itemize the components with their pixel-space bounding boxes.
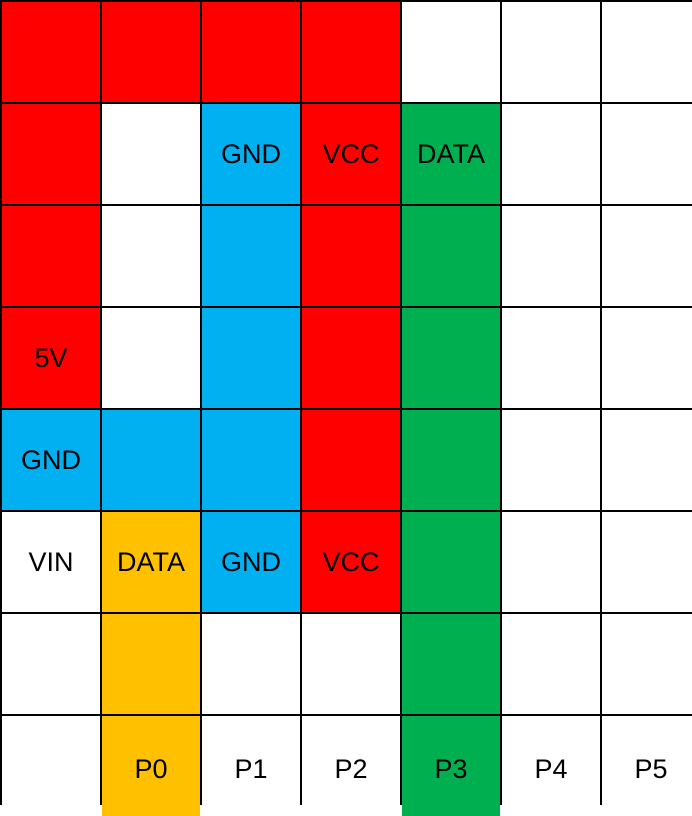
grid-cell-r1-c1 bbox=[102, 104, 200, 204]
grid-cell-r7-c2: P1 bbox=[202, 716, 300, 816]
grid-cell-r5-c3: VCC bbox=[302, 512, 400, 612]
grid-cell-r4-c6 bbox=[602, 410, 692, 510]
grid-cell-r7-c5: P4 bbox=[502, 716, 600, 816]
grid-cell-r0-c5 bbox=[502, 2, 600, 102]
grid-cell-r0-c6 bbox=[602, 2, 692, 102]
grid-cell-r3-c0: 5V bbox=[2, 308, 100, 408]
grid-cell-r3-c4 bbox=[402, 308, 500, 408]
grid-cell-r6-c6 bbox=[602, 614, 692, 714]
grid-cell-r2-c6 bbox=[602, 206, 692, 306]
grid-cell-r7-c0 bbox=[2, 716, 100, 816]
grid-cell-r1-c3: VCC bbox=[302, 104, 400, 204]
grid-cell-r7-c3: P2 bbox=[302, 716, 400, 816]
grid-cell-r5-c1: DATA bbox=[102, 512, 200, 612]
grid-cell-r7-c1: P0 bbox=[102, 716, 200, 816]
grid-cell-r4-c3 bbox=[302, 410, 400, 510]
grid-cell-r5-c0: VIN bbox=[2, 512, 100, 612]
grid-cell-r7-c6: P5 bbox=[602, 716, 692, 816]
grid-cell-r1-c5 bbox=[502, 104, 600, 204]
grid-cell-r1-c2: GND bbox=[202, 104, 300, 204]
grid-cell-r2-c5 bbox=[502, 206, 600, 306]
grid-cell-r4-c4 bbox=[402, 410, 500, 510]
grid-cell-r2-c4 bbox=[402, 206, 500, 306]
grid-cell-r1-c0 bbox=[2, 104, 100, 204]
grid-cell-r2-c2 bbox=[202, 206, 300, 306]
grid-cell-r6-c0 bbox=[2, 614, 100, 714]
grid-cell-r2-c0 bbox=[2, 206, 100, 306]
grid-cell-r3-c3 bbox=[302, 308, 400, 408]
grid-cell-r3-c2 bbox=[202, 308, 300, 408]
grid-cell-r5-c6 bbox=[602, 512, 692, 612]
grid-cell-r5-c2: GND bbox=[202, 512, 300, 612]
grid-cell-r6-c1 bbox=[102, 614, 200, 714]
grid-cell-r1-c4: DATA bbox=[402, 104, 500, 204]
grid-cell-r6-c3 bbox=[302, 614, 400, 714]
grid-cell-r0-c3 bbox=[302, 2, 400, 102]
grid-cell-r0-c2 bbox=[202, 2, 300, 102]
grid-cell-r3-c6 bbox=[602, 308, 692, 408]
grid-cell-r2-c3 bbox=[302, 206, 400, 306]
grid-cell-r6-c2 bbox=[202, 614, 300, 714]
grid-cell-r4-c2 bbox=[202, 410, 300, 510]
grid-cell-r4-c0: GND bbox=[2, 410, 100, 510]
grid-cell-r5-c4 bbox=[402, 512, 500, 612]
grid-cell-r4-c1 bbox=[102, 410, 200, 510]
grid-cell-r7-c4: P3 bbox=[402, 716, 500, 816]
grid-cell-r6-c5 bbox=[502, 614, 600, 714]
grid-cell-r3-c5 bbox=[502, 308, 600, 408]
grid-cell-r0-c0 bbox=[2, 2, 100, 102]
grid-cell-r0-c4 bbox=[402, 2, 500, 102]
grid-cell-r5-c5 bbox=[502, 512, 600, 612]
grid-cell-r0-c1 bbox=[102, 2, 200, 102]
grid-cell-r3-c1 bbox=[102, 308, 200, 408]
grid-cell-r2-c1 bbox=[102, 206, 200, 306]
grid-cell-r6-c4 bbox=[402, 614, 500, 714]
grid-cell-r4-c5 bbox=[502, 410, 600, 510]
grid-cell-r1-c6 bbox=[602, 104, 692, 204]
